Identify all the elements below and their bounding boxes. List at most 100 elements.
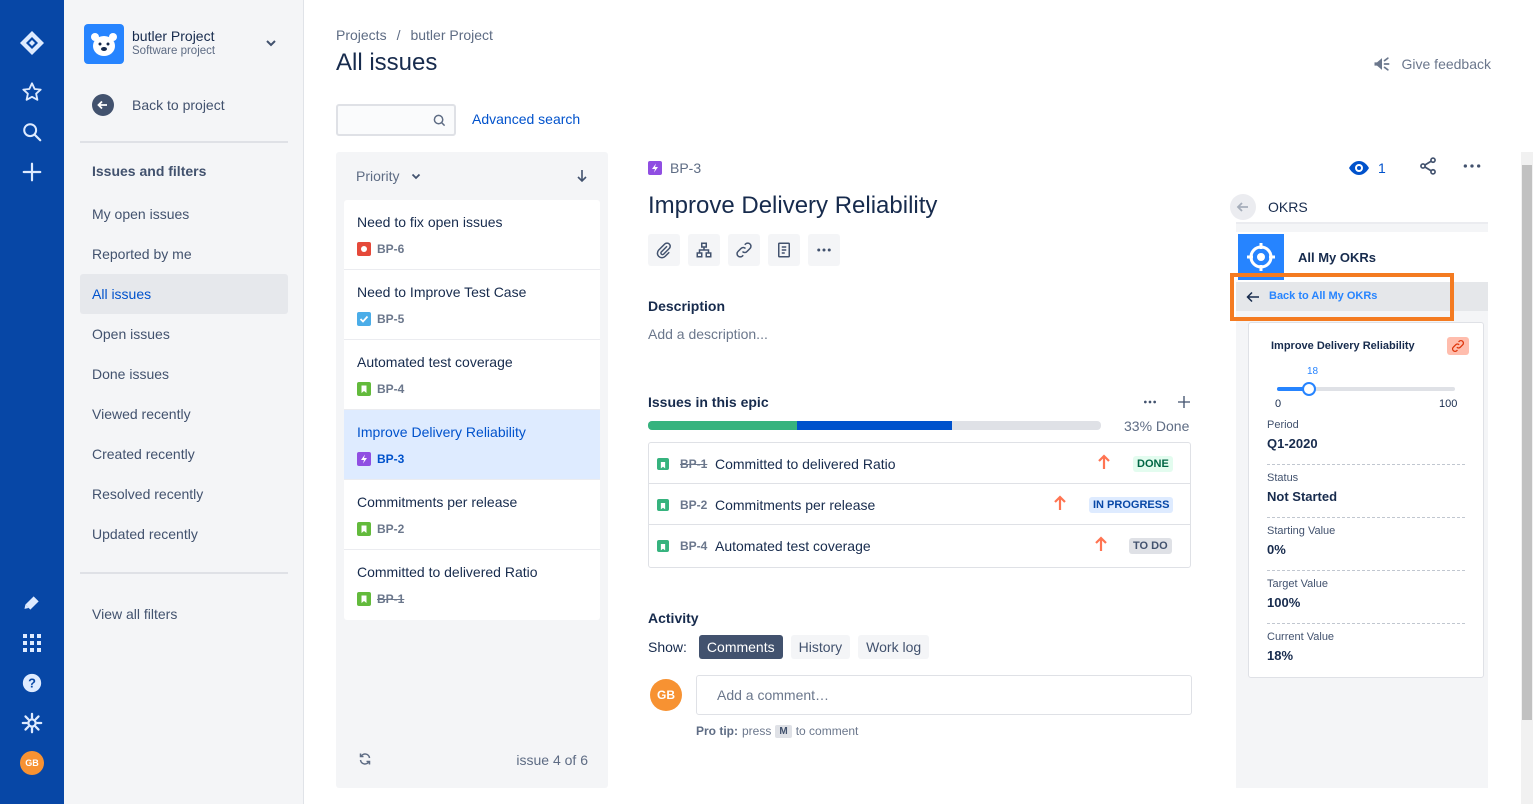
create-plus-icon[interactable] — [16, 156, 48, 188]
more-options-icon[interactable] — [1462, 156, 1482, 179]
back-to-project-button[interactable]: Back to project — [92, 94, 225, 116]
okr-app-name: All My OKRs — [1298, 250, 1377, 265]
tab-work-log[interactable]: Work log — [858, 635, 930, 659]
issue-list-item[interactable]: Committed to delivered Ratio BP-1 — [344, 550, 600, 620]
sidebar-item-all-issues[interactable]: All issues — [80, 274, 288, 314]
breadcrumb-project[interactable]: butler Project — [410, 27, 493, 43]
link-issue-icon[interactable] — [728, 234, 760, 266]
sidebar-item-resolved-recently[interactable]: Resolved recently — [92, 486, 204, 502]
percent-done: 33% Done — [1124, 418, 1190, 434]
search-icon — [433, 114, 446, 127]
child-issue-title[interactable]: Commitments per release — [715, 497, 876, 513]
issue-list-item[interactable]: Commitments per release BP-2 — [344, 480, 600, 550]
settings-gear-icon[interactable] — [16, 707, 48, 739]
share-icon[interactable] — [1418, 156, 1438, 179]
target-icon — [1238, 234, 1284, 280]
issue-summary[interactable]: Improve Delivery Reliability — [648, 192, 938, 219]
back-to-all-okrs-label: Back to All My OKRs — [1269, 290, 1378, 302]
sidebar-item-viewed-recently[interactable]: Viewed recently — [92, 406, 191, 422]
progress-slider[interactable] — [1277, 382, 1455, 396]
child-issue-key[interactable]: BP-2 — [680, 498, 708, 512]
issue-list-item[interactable]: Need to Improve Test Case BP-5 — [344, 270, 600, 340]
divider — [80, 572, 288, 574]
unlink-icon[interactable] — [1447, 337, 1469, 355]
child-issue-row[interactable]: BP-2 Commitments per release IN PROGRESS — [649, 484, 1190, 525]
sidebar-item-my-open-issues[interactable]: My open issues — [92, 206, 190, 222]
watchers-button[interactable]: 1 — [1348, 160, 1386, 176]
pro-tip-label: Pro tip: — [696, 724, 738, 738]
okr-field-target-value: Target Value 100% — [1267, 571, 1465, 624]
app-switcher-grid-icon[interactable] — [16, 627, 48, 659]
child-issue-row[interactable]: BP-4 Automated test coverage TO DO — [649, 525, 1190, 566]
slider-thumb[interactable] — [1302, 382, 1317, 396]
sidebar-item-updated-recently[interactable]: Updated recently — [92, 526, 198, 542]
field-label: Current Value — [1267, 631, 1335, 643]
add-child-issue-icon[interactable] — [1176, 394, 1192, 410]
give-feedback-button[interactable]: Give feedback — [1372, 54, 1491, 74]
issue-list-item-selected[interactable]: Improve Delivery Reliability BP-3 — [344, 410, 600, 480]
issue-toolbar — [648, 234, 840, 266]
okr-field-period: Period Q1-2020 — [1267, 412, 1465, 465]
sort-direction-icon[interactable] — [576, 169, 588, 186]
more-actions-icon[interactable] — [808, 234, 840, 266]
project-avatar-icon[interactable] — [84, 24, 124, 64]
search-input[interactable] — [336, 104, 456, 136]
issue-key-link[interactable]: BP-3 — [648, 160, 701, 176]
sort-by-label: Priority — [356, 168, 400, 184]
child-issue-key[interactable]: BP-4 — [680, 539, 708, 553]
breadcrumb-projects[interactable]: Projects — [336, 27, 387, 43]
back-to-all-okrs-button[interactable]: Back to All My OKRs — [1236, 282, 1488, 311]
project-name[interactable]: butler Project — [132, 28, 215, 44]
comment-input[interactable]: Add a comment… — [696, 675, 1192, 715]
advanced-search-link[interactable]: Advanced search — [472, 111, 581, 127]
tab-comments[interactable]: Comments — [698, 635, 783, 659]
child-issue-hierarchy-icon[interactable] — [688, 234, 720, 266]
issue-list-item[interactable]: Automated test coverage BP-4 — [344, 340, 600, 410]
user-avatar[interactable]: GB — [16, 747, 48, 779]
okr-panel-header: OKRS — [1230, 190, 1488, 224]
scrollbar-thumb[interactable] — [1522, 165, 1532, 720]
refresh-icon[interactable] — [358, 752, 372, 769]
status-lozenge[interactable]: IN PROGRESS — [1089, 497, 1174, 513]
breadcrumb: Projects / butler Project — [336, 27, 493, 43]
sidebar-item-done-issues[interactable]: Done issues — [92, 366, 170, 382]
watchers-count: 1 — [1378, 159, 1386, 176]
back-arrow-icon[interactable] — [1230, 194, 1256, 220]
child-issues-table: BP-1 Committed to delivered Ratio DONE B… — [648, 442, 1191, 568]
okr-card-title: Improve Delivery Reliability — [1271, 340, 1415, 352]
more-options-icon[interactable] — [1142, 394, 1158, 410]
child-issue-key[interactable]: BP-1 — [680, 457, 708, 471]
view-all-filters-link[interactable]: View all filters — [92, 606, 178, 622]
task-checkbox-icon — [357, 312, 371, 326]
jira-logo-icon[interactable] — [16, 27, 48, 59]
sidebar-item-reported-by-me[interactable]: Reported by me — [92, 246, 192, 262]
epic-actions — [1142, 394, 1192, 410]
status-lozenge[interactable]: DONE — [1133, 456, 1173, 472]
story-bookmark-icon — [657, 499, 669, 511]
slider-min: 0 — [1275, 398, 1282, 410]
field-value: 0% — [1267, 542, 1286, 557]
help-icon[interactable]: ? — [16, 667, 48, 699]
search-icon[interactable] — [16, 116, 48, 148]
issue-title: Need to Improve Test Case — [357, 284, 527, 300]
sort-by-dropdown[interactable]: Priority — [356, 168, 422, 184]
issue-list-item[interactable]: Need to fix open issues BP-6 — [344, 200, 600, 270]
attachment-paperclip-icon[interactable] — [648, 234, 680, 266]
notifications-megaphone-icon[interactable] — [16, 587, 48, 619]
tab-history[interactable]: History — [790, 635, 851, 659]
child-issue-title[interactable]: Automated test coverage — [715, 538, 871, 554]
child-issue-row[interactable]: BP-1 Committed to delivered Ratio DONE — [649, 443, 1190, 484]
page-document-icon[interactable] — [768, 234, 800, 266]
issue-title: Committed to delivered Ratio — [357, 564, 538, 580]
priority-high-arrow-icon — [1097, 453, 1111, 474]
sidebar-item-created-recently[interactable]: Created recently — [92, 446, 195, 462]
sidebar-item-open-issues[interactable]: Open issues — [92, 326, 170, 342]
project-type: Software project — [132, 45, 216, 57]
chevron-down-icon — [411, 173, 420, 180]
child-issue-title[interactable]: Committed to delivered Ratio — [715, 456, 896, 472]
status-lozenge[interactable]: TO DO — [1129, 538, 1172, 554]
description-field[interactable]: Add a description... — [648, 326, 768, 342]
chevron-down-icon[interactable] — [264, 36, 278, 53]
star-icon[interactable] — [16, 76, 48, 108]
story-bookmark-icon — [357, 382, 371, 396]
